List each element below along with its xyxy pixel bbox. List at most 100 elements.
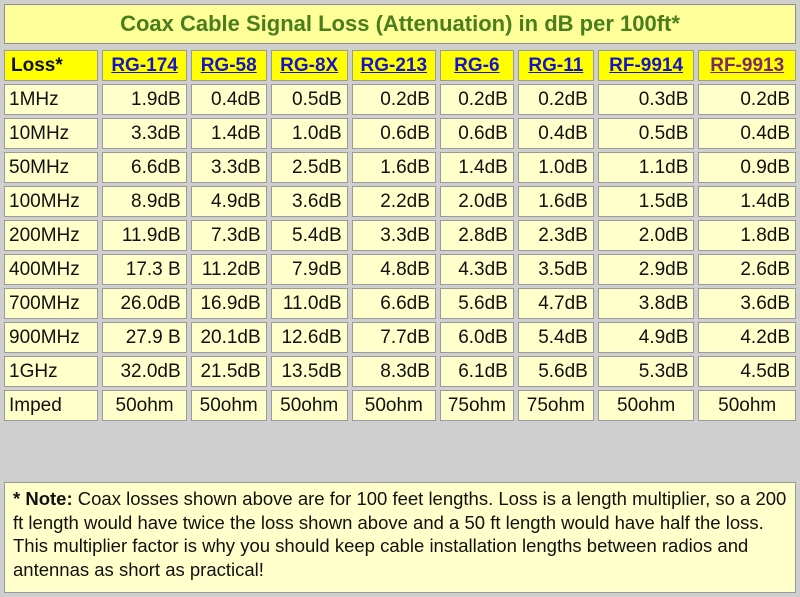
table-row: 200MHz 11.9dB 7.3dB 5.4dB 3.3dB 2.8dB 2.3dB 2.0… xyxy=(4,220,796,251)
table-cell: 4.2dB xyxy=(698,322,796,353)
impedance-cell: 75ohm xyxy=(517,390,594,421)
row-label: 1GHz xyxy=(4,356,99,387)
column-header-rg-174[interactable]: RG-174 xyxy=(102,50,187,81)
column-link[interactable]: RG-174 xyxy=(111,54,178,76)
row-label: 200MHz xyxy=(4,220,99,251)
table-cell: 0.3dB xyxy=(597,84,695,115)
row-label: Imped xyxy=(4,390,99,421)
table-cell: 1.5dB xyxy=(597,186,695,217)
table-cell: 17.3 B xyxy=(102,254,187,285)
table-row: 900MHz 27.9 B 20.1dB 12.6dB 7.7dB 6.0dB 5.4dB 4… xyxy=(4,322,796,353)
table-cell: 5.4dB xyxy=(270,220,348,251)
table-cell: 1.0dB xyxy=(517,152,594,183)
column-header-rg-6[interactable]: RG-6 xyxy=(439,50,514,81)
table-cell: 1.8dB xyxy=(698,220,796,251)
table-cell: 4.5dB xyxy=(698,356,796,387)
table-cell: 11.2dB xyxy=(190,254,267,285)
table-cell: 3.6dB xyxy=(698,288,796,319)
row-label: 700MHz xyxy=(4,288,99,319)
table-cell: 1.9dB xyxy=(102,84,187,115)
table-cell: 3.3dB xyxy=(351,220,436,251)
table-cell: 2.6dB xyxy=(698,254,796,285)
table-row: 10MHz 3.3dB 1.4dB 1.0dB 0.6dB 0.6dB 0.4dB 0.5dB… xyxy=(4,118,796,149)
table-cell: 1.4dB xyxy=(698,186,796,217)
table-cell: 16.9dB xyxy=(190,288,267,319)
table-cell: 0.4dB xyxy=(517,118,594,149)
table-cell: 0.5dB xyxy=(597,118,695,149)
column-link[interactable]: RG-6 xyxy=(454,54,500,76)
column-link[interactable]: RG-58 xyxy=(200,54,257,76)
table-cell: 26.0dB xyxy=(102,288,187,319)
table-cell: 6.0dB xyxy=(439,322,514,353)
table-row: 1GHz 32.0dB 21.5dB 13.5dB 8.3dB 6.1dB 5.6dB 5.3… xyxy=(4,356,796,387)
impedance-cell: 50ohm xyxy=(351,390,436,421)
table-cell: 3.5dB xyxy=(517,254,594,285)
table-cell: 0.5dB xyxy=(270,84,348,115)
table-cell: 5.4dB xyxy=(517,322,594,353)
table-cell: 20.1dB xyxy=(190,322,267,353)
table-cell: 1.4dB xyxy=(190,118,267,149)
table-cell: 0.2dB xyxy=(517,84,594,115)
column-header-rg-58[interactable]: RG-58 xyxy=(190,50,267,81)
column-link[interactable]: RG-213 xyxy=(360,54,428,76)
table-cell: 2.9dB xyxy=(597,254,695,285)
impedance-row: Imped 50ohm 50ohm 50ohm 50ohm 75ohm 75ohm 50ohm… xyxy=(4,390,796,421)
table-cell: 12.6dB xyxy=(270,322,348,353)
table-row: 50MHz 6.6dB 3.3dB 2.5dB 1.6dB 1.4dB 1.0dB 1.1dB… xyxy=(4,152,796,183)
column-link[interactable]: RF-9914 xyxy=(609,54,684,76)
table-cell: 0.6dB xyxy=(351,118,436,149)
table-cell: 4.8dB xyxy=(351,254,436,285)
table-cell: 7.3dB xyxy=(190,220,267,251)
attenuation-table: Loss* RG-174 RG-58 RG-8X RG-213 RG-6 RG-… xyxy=(0,47,800,424)
table-cell: 2.0dB xyxy=(439,186,514,217)
impedance-cell: 75ohm xyxy=(439,390,514,421)
table-cell: 0.4dB xyxy=(698,118,796,149)
row-label: 900MHz xyxy=(4,322,99,353)
table-cell: 2.5dB xyxy=(270,152,348,183)
table-cell: 4.9dB xyxy=(597,322,695,353)
table-cell: 5.6dB xyxy=(439,288,514,319)
row-label: 1MHz xyxy=(4,84,99,115)
corner-label: Loss* xyxy=(4,50,99,81)
table-cell: 5.3dB xyxy=(597,356,695,387)
column-header-rg-8x[interactable]: RG-8X xyxy=(270,50,348,81)
table-cell: 4.3dB xyxy=(439,254,514,285)
column-header-rf-9913[interactable]: RF-9913 xyxy=(698,50,796,81)
column-link[interactable]: RG-8X xyxy=(280,54,339,76)
table-cell: 0.2dB xyxy=(439,84,514,115)
column-header-rg-213[interactable]: RG-213 xyxy=(351,50,436,81)
table-row: 100MHz 8.9dB 4.9dB 3.6dB 2.2dB 2.0dB 1.6dB 1.5d… xyxy=(4,186,796,217)
table-cell: 1.1dB xyxy=(597,152,695,183)
table-title: Coax Cable Signal Loss (Attenuation) in … xyxy=(4,4,796,44)
table-cell: 0.4dB xyxy=(190,84,267,115)
table-cell: 1.6dB xyxy=(351,152,436,183)
table-cell: 0.9dB xyxy=(698,152,796,183)
table-cell: 27.9 B xyxy=(102,322,187,353)
table-cell: 7.7dB xyxy=(351,322,436,353)
table-cell: 1.6dB xyxy=(517,186,594,217)
table-cell: 7.9dB xyxy=(270,254,348,285)
impedance-cell: 50ohm xyxy=(597,390,695,421)
note-text: Coax losses shown above are for 100 feet… xyxy=(13,488,787,580)
table-cell: 6.6dB xyxy=(351,288,436,319)
column-link[interactable]: RF-9913 xyxy=(710,54,785,76)
table-row: 700MHz 26.0dB 16.9dB 11.0dB 6.6dB 5.6dB 4.7dB 3… xyxy=(4,288,796,319)
column-header-rf-9914[interactable]: RF-9914 xyxy=(597,50,695,81)
table-cell: 3.3dB xyxy=(190,152,267,183)
table-cell: 2.8dB xyxy=(439,220,514,251)
impedance-cell: 50ohm xyxy=(102,390,187,421)
column-header-rg-11[interactable]: RG-11 xyxy=(517,50,594,81)
table-cell: 0.6dB xyxy=(439,118,514,149)
table-cell: 3.8dB xyxy=(597,288,695,319)
row-label: 50MHz xyxy=(4,152,99,183)
table-cell: 0.2dB xyxy=(351,84,436,115)
note-prefix: * Note: xyxy=(13,488,73,509)
table-cell: 2.2dB xyxy=(351,186,436,217)
table-cell: 21.5dB xyxy=(190,356,267,387)
table-row: 1MHz 1.9dB 0.4dB 0.5dB 0.2dB 0.2dB 0.2dB 0.3dB 0… xyxy=(4,84,796,115)
column-link[interactable]: RG-11 xyxy=(528,54,584,76)
table-cell: 0.2dB xyxy=(698,84,796,115)
table-cell: 6.6dB xyxy=(102,152,187,183)
table-cell: 3.3dB xyxy=(102,118,187,149)
